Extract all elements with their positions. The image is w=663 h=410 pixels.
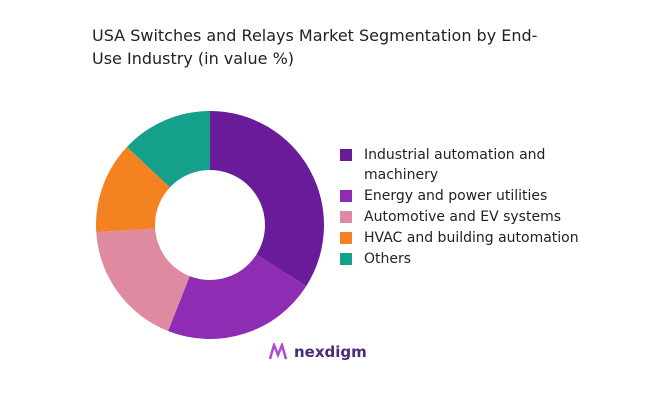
legend-label: HVAC and building automation	[364, 230, 579, 246]
legend-label: Energy and power utilities	[364, 188, 548, 204]
logo-text: nexdigm	[294, 343, 367, 361]
legend-swatch	[340, 253, 352, 265]
legend-swatch	[340, 211, 352, 223]
legend-label: Automotive and EV systems	[364, 209, 562, 225]
donut-slice	[168, 254, 307, 339]
donut-slice	[96, 228, 190, 331]
legend-label: Others	[364, 251, 412, 267]
legend-item: Others	[340, 249, 580, 269]
legend-swatch	[340, 149, 352, 161]
legend-item: Automotive and EV systems	[340, 207, 580, 227]
legend-item: Energy and power utilities	[340, 186, 580, 206]
legend-label: Industrial automation and machinery	[364, 147, 546, 183]
legend-swatch	[340, 232, 352, 244]
logo-icon	[268, 343, 288, 360]
logo: nexdigm	[268, 343, 367, 361]
donut-slice	[96, 146, 170, 233]
donut-slice	[210, 111, 324, 287]
legend-item: HVAC and building automation	[340, 228, 580, 248]
chart-title: USA Switches and Relays Market Segmentat…	[92, 26, 538, 68]
legend-item: Industrial automation and machinery	[340, 145, 580, 185]
legend: Industrial automation and machinery Energ…	[340, 145, 580, 270]
donut-slice	[126, 111, 210, 188]
legend-swatch	[340, 190, 352, 202]
